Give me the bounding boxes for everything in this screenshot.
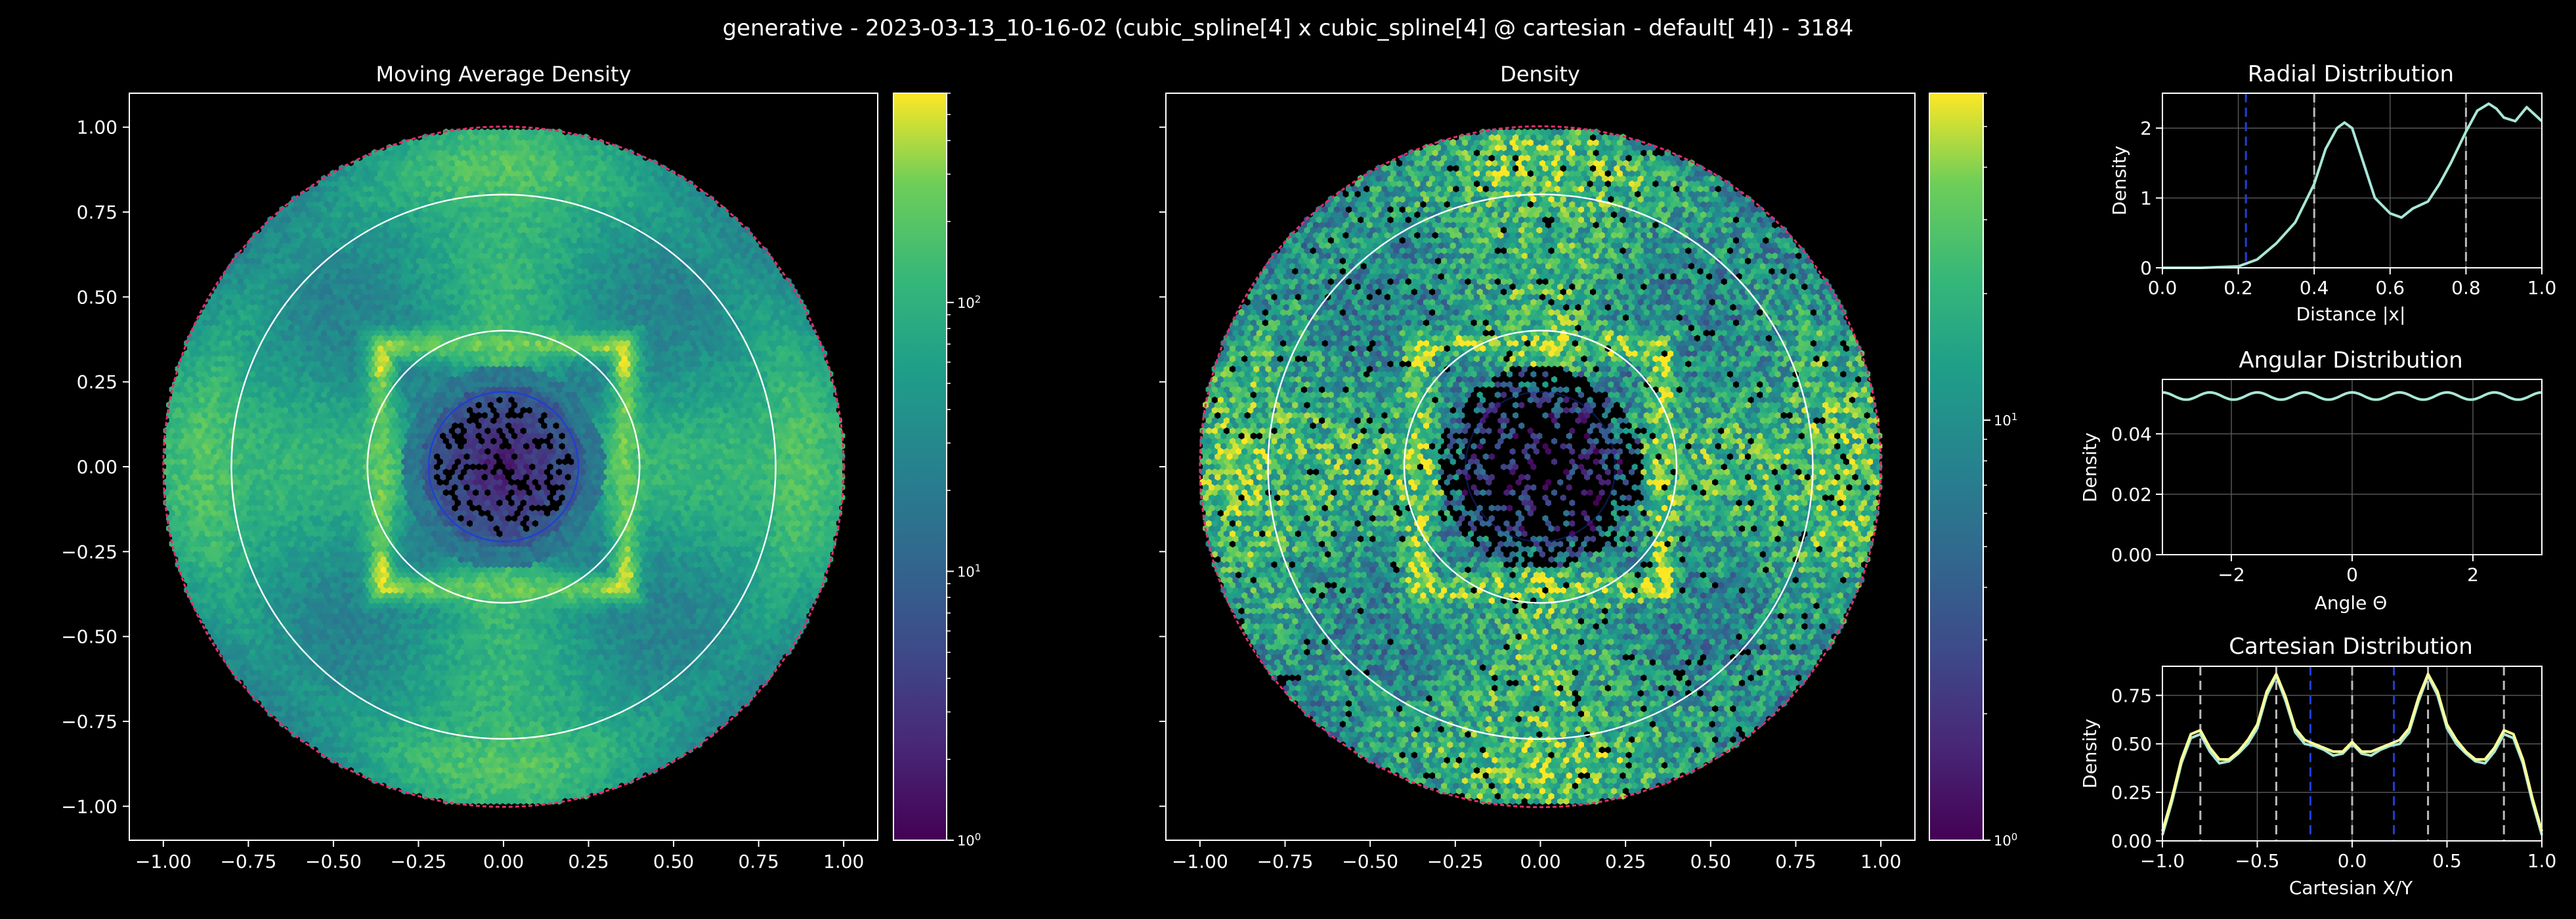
moving-average-density-title: Moving Average Density — [376, 62, 631, 87]
moving-average-density-heatmap — [163, 128, 846, 805]
figure-title: generative - 2023-03-13_10-16-02 (cubic_… — [723, 15, 1854, 41]
moving-average-density-panel: Moving Average Density −1.00 −0.75 −0.50 −0… — [61, 62, 878, 872]
